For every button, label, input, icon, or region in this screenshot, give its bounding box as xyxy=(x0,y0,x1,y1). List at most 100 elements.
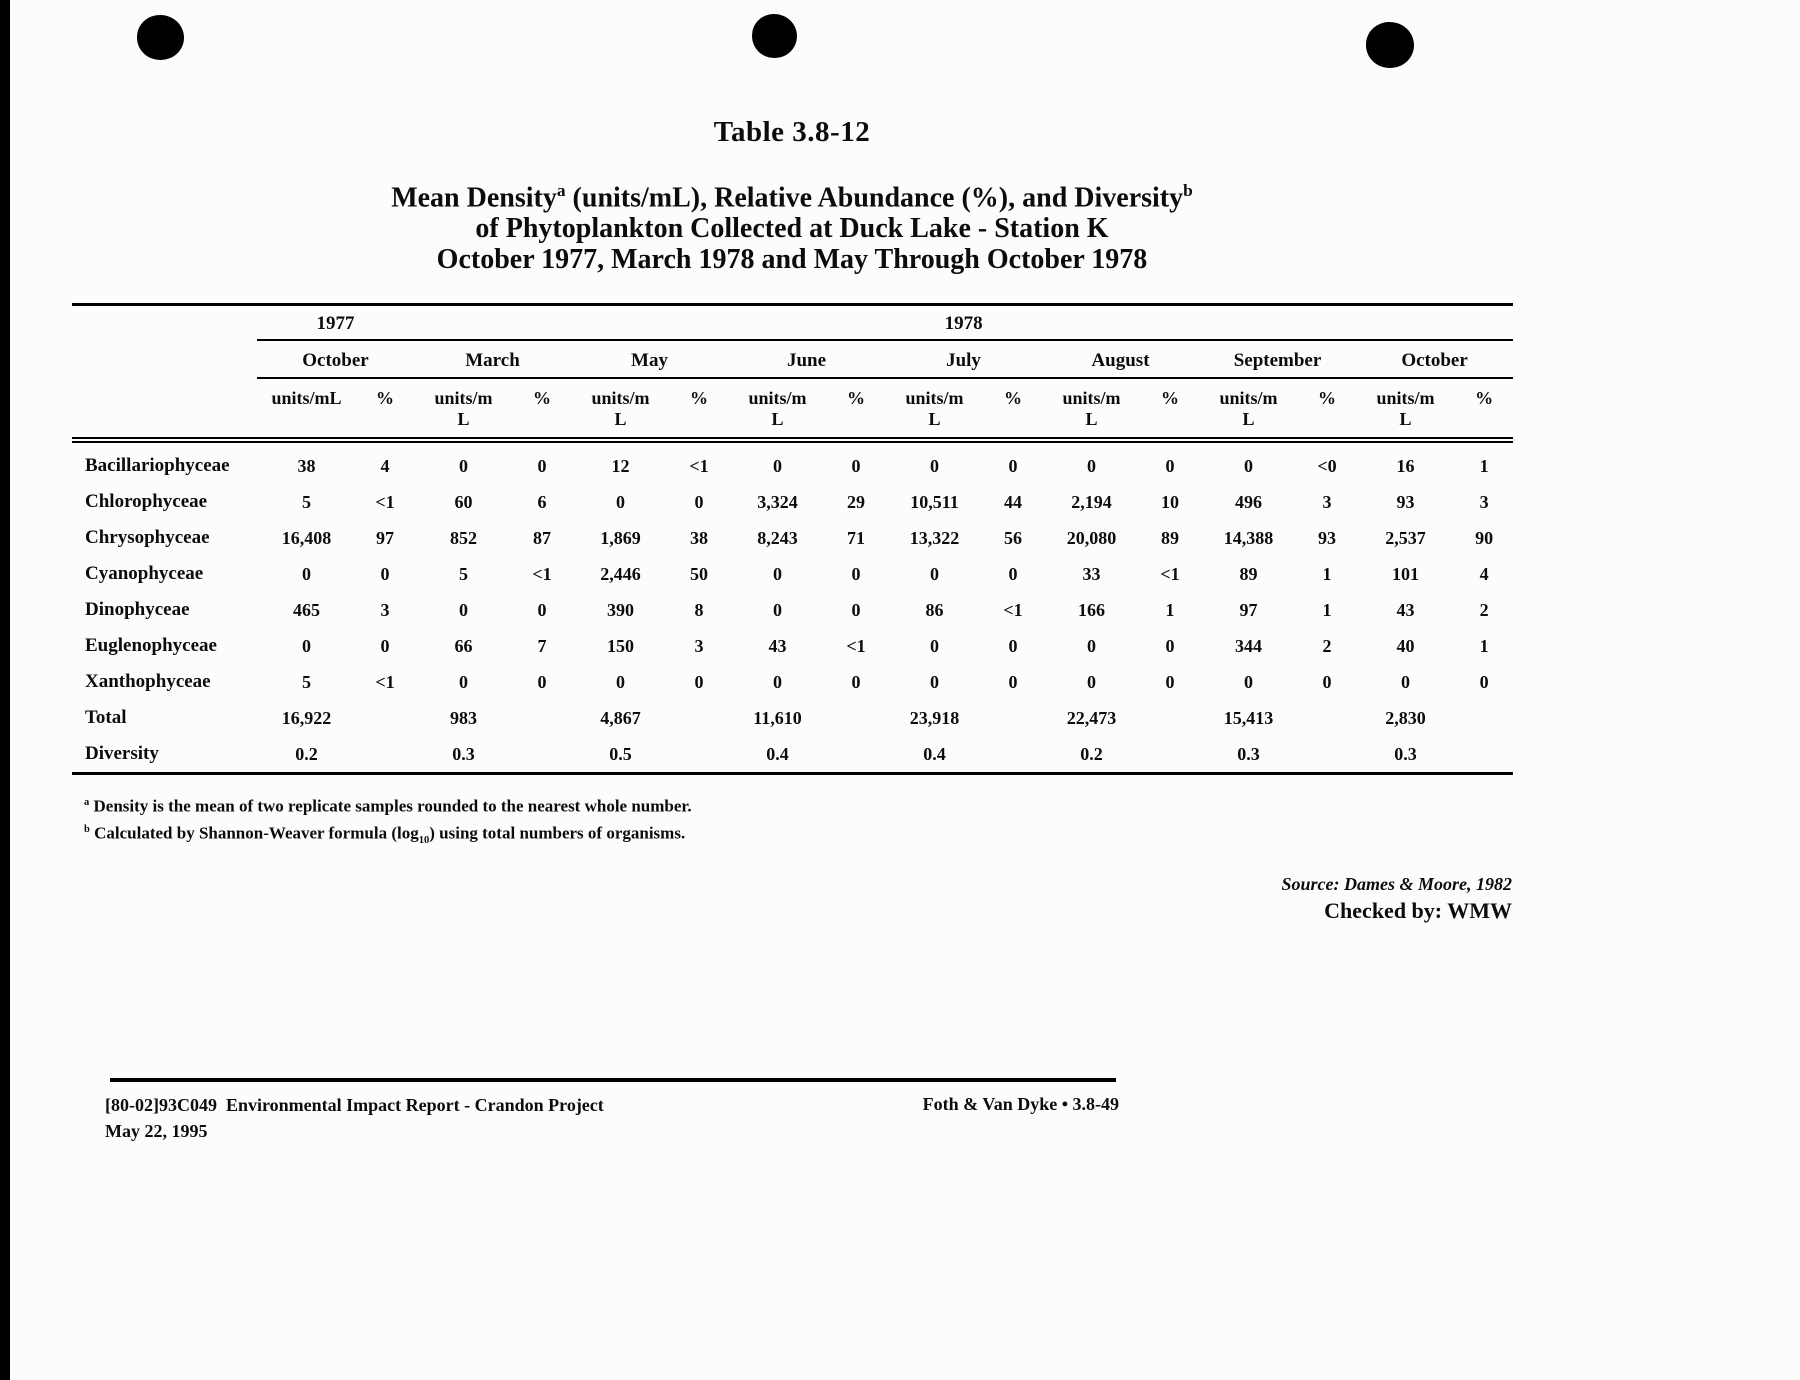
pct-cell: <1 xyxy=(1160,563,1180,584)
punch-hole-dot xyxy=(1366,22,1414,68)
pct-cell: 0 xyxy=(851,599,861,620)
units-cell: 0 xyxy=(302,563,311,584)
table-row: Dinophyceae 465 3 0 0 390 8 0 0 86 <1 16… xyxy=(72,592,1513,628)
diversity-cell: 0.3 xyxy=(452,743,475,764)
table-row: Chlorophyceae 5 <1 60 6 0 0 3,324 29 10,… xyxy=(72,484,1513,520)
title-line-1: Mean Densitya (units/mL), Relative Abund… xyxy=(72,175,1512,213)
units-cell: 5 xyxy=(459,563,468,584)
pct-cell: 0 xyxy=(537,671,547,692)
units-cell: 0 xyxy=(1087,455,1096,476)
page-content: Table 3.8-12 Mean Densitya (units/mL), R… xyxy=(72,0,1514,924)
percent-header: % xyxy=(984,378,1042,444)
diversity-row: Diversity 0.2 0.3 0.5 0.4 0.4 0.2 0.3 0.… xyxy=(72,736,1513,774)
units-cell: 43 xyxy=(768,635,787,656)
units-header-text: units/m xyxy=(591,388,650,409)
pct-cell: 97 xyxy=(376,527,394,548)
pct-cell: 0 xyxy=(694,671,704,692)
year-header-row: 1977 1978 xyxy=(72,304,1514,342)
corner-cell xyxy=(72,378,257,444)
corner-cell xyxy=(72,340,257,378)
units-cell: 0 xyxy=(1244,671,1253,692)
units-cell: 5 xyxy=(302,671,311,692)
percent-header: % xyxy=(1455,378,1514,444)
checked-by-line: Checked by: WMW xyxy=(1324,898,1512,924)
units-header-text: L xyxy=(771,409,784,430)
pct-cell: 0 xyxy=(1322,671,1332,692)
percent-header: % xyxy=(1141,378,1199,444)
pct-cell: 0 xyxy=(1165,455,1175,476)
total-row: Total 16,922 983 4,867 11,610 23,918 22,… xyxy=(72,700,1513,736)
units-cell: 2,194 xyxy=(1071,491,1112,512)
units-header-text: L xyxy=(1242,409,1255,430)
empty-cell xyxy=(1298,736,1356,774)
units-cell: 0 xyxy=(773,455,782,476)
units-header-text: units/m xyxy=(1376,388,1435,409)
total-cell: 2,830 xyxy=(1385,707,1426,728)
units-cell: 13,322 xyxy=(909,527,960,548)
units-cell: 3,324 xyxy=(757,491,798,512)
footnote-marker-b: b xyxy=(1183,181,1193,200)
pct-cell: 3 xyxy=(694,635,704,656)
pct-cell: 2 xyxy=(1322,635,1332,656)
units-cell: 150 xyxy=(607,635,634,656)
table-row: Chrysophyceae 16,408 97 852 87 1,869 38 … xyxy=(72,520,1513,556)
empty-cell xyxy=(984,700,1042,736)
units-cell: 5 xyxy=(302,491,311,512)
pct-cell: 87 xyxy=(533,527,551,548)
month-header: October xyxy=(1356,340,1514,380)
pct-cell: 0 xyxy=(380,635,390,656)
pct-cell: 71 xyxy=(847,527,865,548)
units-cell: 0 xyxy=(459,599,468,620)
units-cell: 0 xyxy=(302,635,311,656)
pct-cell: 1 xyxy=(1322,563,1332,584)
pct-cell: 7 xyxy=(537,635,547,656)
units-cell: 33 xyxy=(1082,563,1101,584)
empty-cell xyxy=(356,700,414,736)
units-cell: 86 xyxy=(925,599,944,620)
punch-hole-dot xyxy=(752,14,797,58)
empty-cell xyxy=(356,736,414,774)
units-cell: 0 xyxy=(1087,671,1096,692)
empty-cell xyxy=(513,700,571,736)
units-header-text: units/m xyxy=(434,388,493,409)
footnote-marker-a: a xyxy=(556,181,566,200)
table-row: Bacillariophyceae 38 4 0 0 12 <1 0 0 0 0… xyxy=(72,440,1513,484)
month-header: May xyxy=(571,340,728,380)
percent-header: % xyxy=(513,378,571,444)
units-cell: 89 xyxy=(1239,563,1258,584)
footnotes: a Density is the mean of two replicate s… xyxy=(72,791,1512,852)
title-text: Mean Density xyxy=(391,182,557,214)
pct-cell: <1 xyxy=(689,455,709,476)
pct-cell: 0 xyxy=(1008,455,1018,476)
footer-left: [80-02]93C049 Environmental Impact Repor… xyxy=(105,1092,604,1144)
diversity-cell: 0.3 xyxy=(1394,743,1417,764)
pct-cell: 0 xyxy=(1008,671,1018,692)
units-cell: 0 xyxy=(773,599,782,620)
scan-edge-artifact xyxy=(0,0,10,1380)
units-cell: 852 xyxy=(450,527,477,548)
units-cell: 101 xyxy=(1392,563,1419,584)
units-cell: 1,869 xyxy=(600,527,641,548)
pct-cell: 90 xyxy=(1475,527,1494,548)
pct-cell: 0 xyxy=(1165,671,1175,692)
empty-cell xyxy=(513,736,571,774)
units-cell: 0 xyxy=(930,563,939,584)
units-cell: 390 xyxy=(607,599,634,620)
units-cell: 20,080 xyxy=(1066,527,1117,548)
units-cell: 0 xyxy=(773,671,782,692)
units-cell: 465 xyxy=(293,599,320,620)
pct-cell: 8 xyxy=(694,599,704,620)
empty-cell xyxy=(670,736,728,774)
diversity-cell: 0.4 xyxy=(923,743,946,764)
total-cell: 11,610 xyxy=(753,707,802,728)
taxon-label: Euglenophyceae xyxy=(85,635,217,657)
empty-cell xyxy=(1141,736,1199,774)
units-header-text: L xyxy=(1399,409,1412,430)
diversity-cell: 0.3 xyxy=(1237,743,1260,764)
total-cell: 983 xyxy=(450,707,477,728)
